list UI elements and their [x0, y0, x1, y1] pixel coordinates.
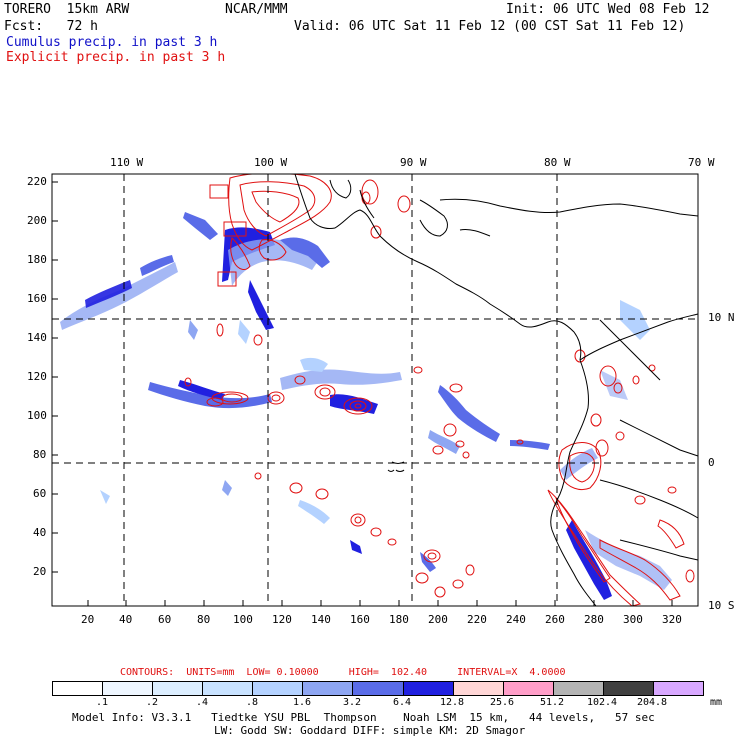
map-frame [51, 173, 699, 607]
colorbar-label: 6.4 [392, 697, 412, 708]
y-tick-label: 200 [27, 214, 47, 227]
y-tick-label: 60 [33, 487, 47, 500]
colorbar-swatch [303, 682, 354, 695]
colorbar-swatch [503, 682, 554, 695]
lon-label-110w: 110 W [110, 156, 144, 169]
colorbar [52, 681, 704, 696]
x-tick-label: 280 [584, 613, 604, 626]
field2-title: Explicit precip. in past 3 h [6, 50, 226, 65]
colorbar-swatch [353, 682, 404, 695]
y-tick-label: 180 [27, 253, 47, 266]
x-tick-label: 20 [81, 613, 95, 626]
forecast-hour: Fcst: 72 h [4, 19, 98, 34]
model-name: TORERO 15km ARW [4, 2, 130, 17]
axis-ticks [52, 181, 673, 606]
colorbar-label: 12.8 [439, 697, 465, 708]
colorbar-label: 51.2 [539, 697, 565, 708]
latlon-grid [52, 174, 698, 606]
organization: NCAR/MMM [225, 2, 288, 17]
field1-title: Cumulus precip. in past 3 h [6, 35, 218, 50]
y-tick-label: 20 [33, 565, 47, 578]
y-tick-label: 40 [33, 526, 47, 539]
lat-label-10n: 10 N [708, 311, 735, 324]
x-tick-label: 320 [662, 613, 682, 626]
colorbar-label: .1 [95, 697, 109, 708]
colorbar-label: 102.4 [586, 697, 618, 708]
colorbar-label: .4 [195, 697, 209, 708]
y-tick-label: 100 [27, 409, 47, 422]
colorbar-swatch [603, 682, 654, 695]
colorbar-swatch [553, 682, 604, 695]
lon-label-80w: 80 W [544, 156, 571, 169]
lon-label-90w: 90 W [400, 156, 427, 169]
lat-label-0: 0 [708, 456, 715, 469]
lon-label-100w: 100 W [254, 156, 288, 169]
colorbar-unit: mm [710, 697, 723, 708]
x-tick-label: 100 [233, 613, 253, 626]
colorbar-swatch [203, 682, 254, 695]
colorbar-swatch [253, 682, 304, 695]
x-tick-label: 180 [389, 613, 409, 626]
colorbar-swatch [653, 682, 704, 695]
x-tick-label: 40 [119, 613, 133, 626]
colorbar-label: 1.6 [292, 697, 312, 708]
x-tick-label: 300 [623, 613, 643, 626]
y-tick-label: 120 [27, 370, 47, 383]
lon-label-70w: 70 W [688, 156, 715, 169]
x-tick-label: 200 [428, 613, 448, 626]
y-tick-label: 140 [27, 331, 47, 344]
explicit-precip-contours [184, 174, 695, 606]
colorbar-swatch [153, 682, 204, 695]
colorbar-label: 25.6 [489, 697, 515, 708]
colorbar-swatch [103, 682, 154, 695]
y-tick-label: 160 [27, 292, 47, 305]
physics-info: LW: Godd SW: Goddard DIFF: simple KM: 2D… [214, 724, 526, 737]
colorbar-swatch [453, 682, 504, 695]
colorbar-swatch [403, 682, 454, 695]
cumulus-precip-shading [60, 212, 672, 600]
colorbar-labels: .1 .2 .4 .8 1.6 3.2 6.4 12.8 25.6 51.2 102.4 204.8 [52, 697, 704, 709]
x-tick-label: 160 [350, 613, 370, 626]
lat-label-10s: 10 S [708, 599, 735, 612]
valid-time: Valid: 06 UTC Sat 11 Feb 12 (00 CST Sat … [294, 19, 686, 34]
init-time: Init: 06 UTC Wed 08 Feb 12 [506, 2, 710, 17]
x-tick-label: 220 [467, 613, 487, 626]
colorbar-label: .8 [245, 697, 259, 708]
x-tick-label: 120 [272, 613, 292, 626]
x-tick-label: 140 [311, 613, 331, 626]
x-tick-label: 240 [506, 613, 526, 626]
x-tick-label: 260 [545, 613, 565, 626]
colorbar-label: 204.8 [636, 697, 668, 708]
coastlines [294, 173, 699, 607]
contour-info: CONTOURS: UNITS=mm LOW= 0.10000 HIGH= 10… [120, 667, 566, 678]
y-tick-label: 80 [33, 448, 47, 461]
y-tick-label: 220 [27, 175, 47, 188]
colorbar-swatch [53, 682, 104, 695]
colorbar-label: 3.2 [342, 697, 362, 708]
colorbar-label: .2 [145, 697, 159, 708]
x-tick-label: 80 [197, 613, 211, 626]
model-info: Model Info: V3.3.1 Tiedtke YSU PBL Thomp… [72, 711, 655, 724]
x-tick-label: 60 [158, 613, 172, 626]
